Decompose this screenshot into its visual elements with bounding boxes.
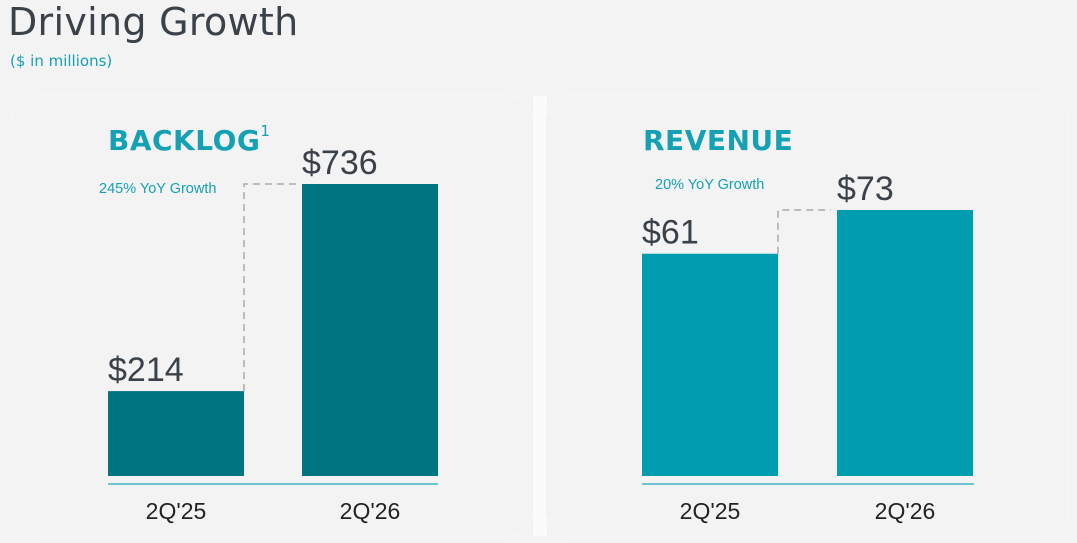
revenue-bar-1 [642, 253, 778, 476]
backlog-value-label-2: $736 [302, 144, 378, 182]
backlog-tick-label-2: 2Q'26 [340, 498, 401, 524]
backlog-bar-2 [302, 184, 438, 476]
panel-divider [533, 96, 547, 536]
backlog-title: BACKLOG [108, 124, 261, 157]
backlog-bar-1 [108, 391, 244, 476]
backlog-growth-connector [243, 183, 296, 392]
revenue-tick-label-1: 2Q'25 [680, 498, 741, 524]
revenue-growth-connector [777, 209, 831, 254]
page-title: Driving Growth [8, 0, 299, 44]
backlog-value-label-1: $214 [108, 351, 184, 389]
backlog-heading: BACKLOG1 [108, 122, 271, 157]
backlog-panel [11, 96, 533, 536]
backlog-footnote-marker: 1 [260, 122, 271, 140]
revenue-growth-annotation: 20% YoY Growth [655, 177, 765, 193]
revenue-tick-label-2: 2Q'26 [875, 498, 936, 524]
backlog-tick-label-1: 2Q'25 [146, 498, 207, 524]
units-subtitle: ($ in millions) [10, 52, 113, 70]
revenue-heading: REVENUE [643, 124, 793, 157]
revenue-panel [546, 96, 1068, 536]
revenue-value-label-1: $61 [642, 214, 699, 252]
backlog-growth-annotation: 245% YoY Growth [99, 181, 217, 197]
revenue-title: REVENUE [643, 124, 794, 157]
revenue-bar-2 [837, 210, 973, 476]
revenue-value-label-2: $73 [837, 170, 894, 208]
